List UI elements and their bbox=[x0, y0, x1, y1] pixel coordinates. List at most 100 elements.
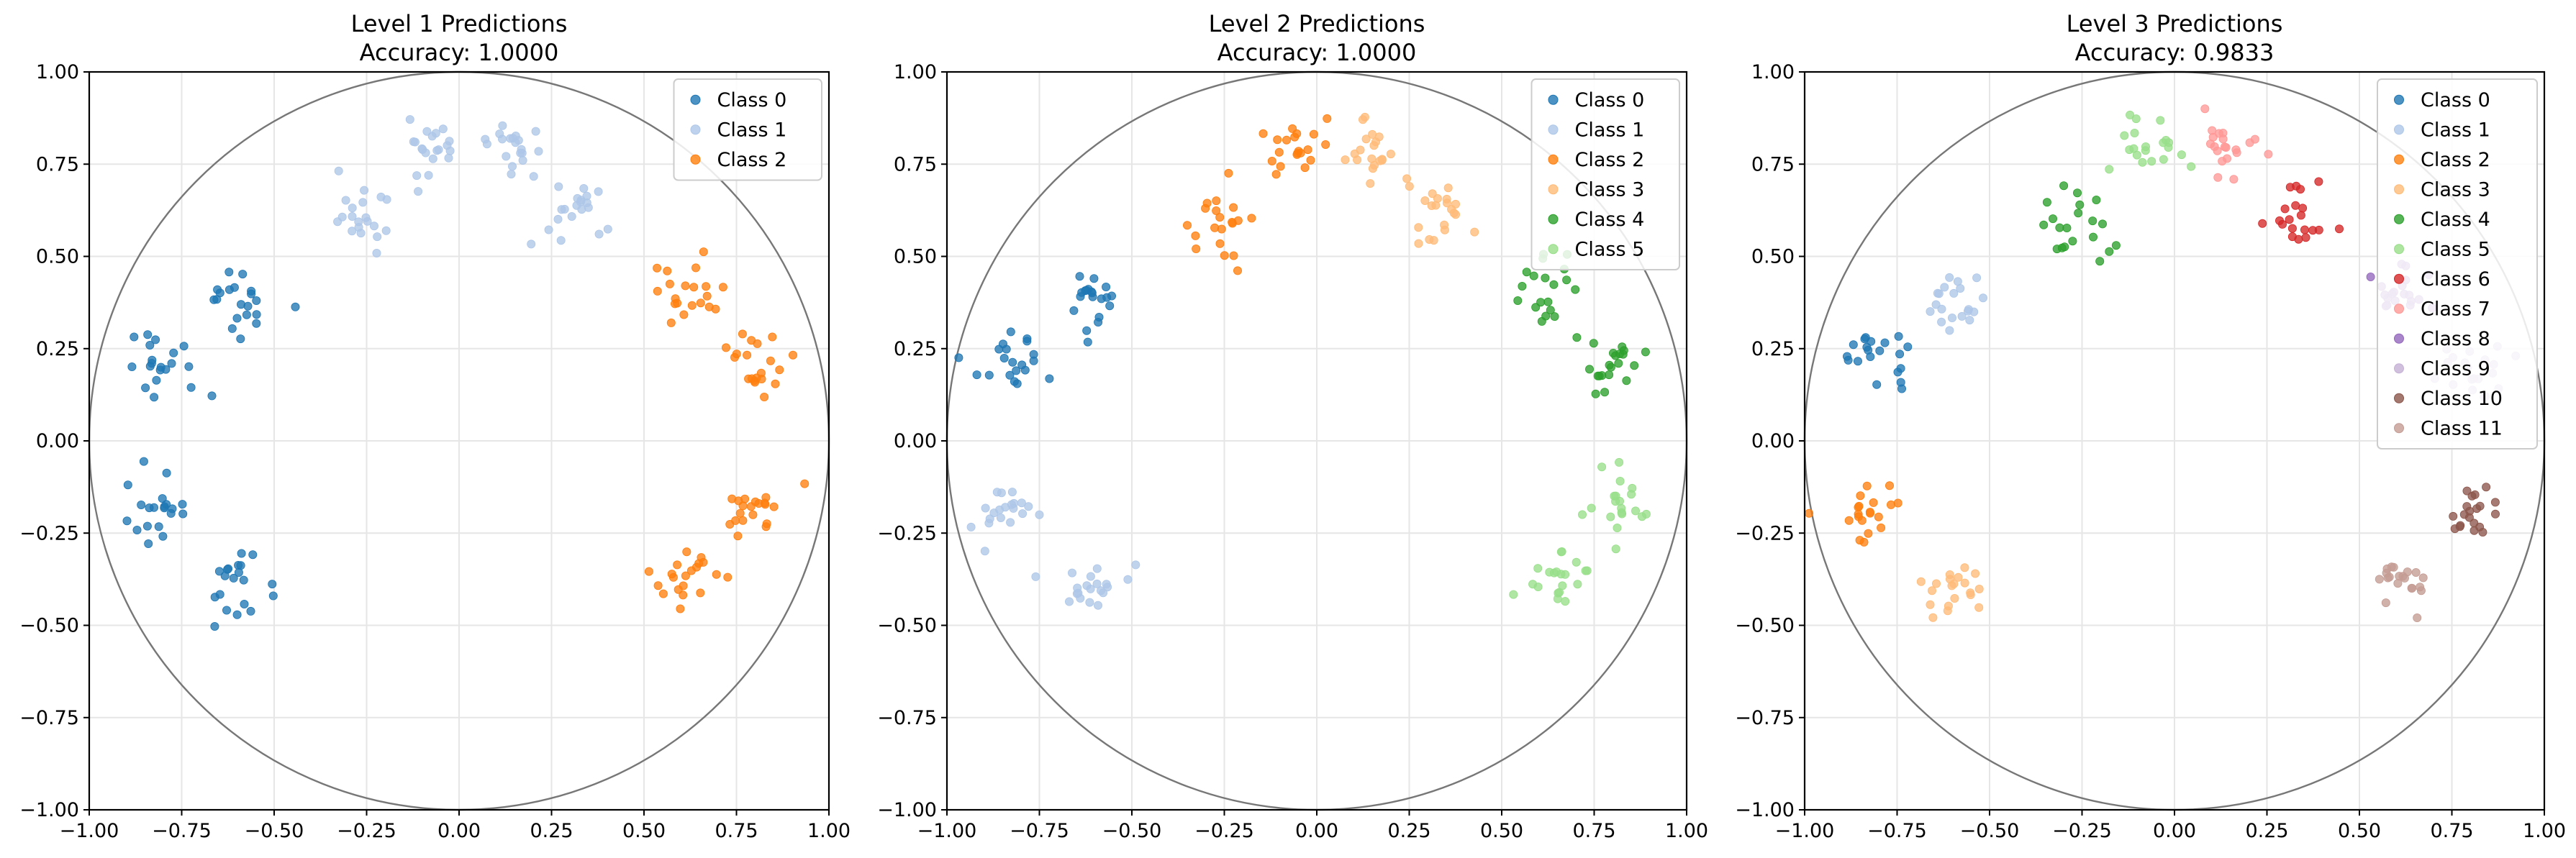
point-class-4 bbox=[1572, 333, 1582, 342]
point-class-1 bbox=[1065, 597, 1074, 606]
legend-marker bbox=[2394, 304, 2404, 314]
legend-marker bbox=[2394, 273, 2404, 284]
point-class-5 bbox=[2131, 114, 2141, 124]
point-class-11 bbox=[2400, 573, 2409, 583]
point-class-4 bbox=[1600, 388, 1610, 397]
point-class-2 bbox=[771, 379, 780, 388]
x-tick-label: 1.00 bbox=[807, 820, 851, 842]
point-class-5 bbox=[1641, 509, 1651, 519]
point-class-2 bbox=[735, 508, 745, 518]
point-class-3 bbox=[1926, 600, 1935, 609]
point-class-4 bbox=[1550, 312, 1559, 321]
point-class-0 bbox=[224, 564, 233, 573]
point-class-3 bbox=[1361, 134, 1371, 144]
point-class-4 bbox=[2072, 188, 2082, 198]
x-tick-label: 0.75 bbox=[1572, 820, 1615, 842]
point-class-0 bbox=[1903, 342, 1913, 352]
point-class-0 bbox=[1894, 332, 1903, 341]
point-class-5 bbox=[1611, 491, 1620, 501]
point-class-2 bbox=[1201, 204, 1210, 213]
legend-label: Class 2 bbox=[2421, 149, 2490, 171]
point-class-1 bbox=[360, 186, 369, 195]
point-class-4 bbox=[1513, 296, 1523, 305]
legend-marker bbox=[2394, 124, 2404, 135]
point-class-0 bbox=[291, 302, 300, 311]
point-class-2 bbox=[666, 318, 676, 327]
legend-label: Class 4 bbox=[2421, 209, 2490, 231]
point-class-2 bbox=[653, 581, 663, 590]
point-class-0 bbox=[178, 509, 188, 519]
point-class-10 bbox=[2475, 501, 2485, 511]
point-class-6 bbox=[2285, 215, 2294, 224]
chart-subtitle: Accuracy: 1.0000 bbox=[360, 39, 559, 66]
point-class-2 bbox=[738, 329, 747, 339]
point-class-7 bbox=[2200, 104, 2210, 114]
y-tick-label: 0.00 bbox=[1751, 430, 1795, 452]
point-class-4 bbox=[1641, 347, 1650, 357]
y-tick-label: 1.00 bbox=[1751, 61, 1795, 83]
point-class-6 bbox=[2280, 204, 2290, 214]
point-class-4 bbox=[1622, 376, 1631, 385]
x-tick-label: −1.00 bbox=[1775, 820, 1835, 842]
point-class-3 bbox=[1368, 164, 1377, 173]
point-class-3 bbox=[1386, 150, 1395, 159]
point-class-2 bbox=[653, 263, 662, 273]
point-class-2 bbox=[676, 604, 685, 613]
point-class-2 bbox=[760, 393, 769, 402]
point-class-1 bbox=[482, 140, 491, 149]
point-class-1 bbox=[1097, 586, 1106, 595]
point-class-2 bbox=[762, 519, 771, 529]
point-class-2 bbox=[1869, 498, 1878, 507]
point-class-1 bbox=[498, 134, 507, 144]
point-class-3 bbox=[1353, 155, 1362, 165]
point-class-2 bbox=[775, 365, 784, 375]
point-class-10 bbox=[2455, 522, 2464, 531]
point-class-1 bbox=[517, 145, 526, 154]
point-class-1 bbox=[381, 226, 391, 235]
point-class-1 bbox=[1017, 498, 1026, 508]
point-class-2 bbox=[691, 263, 701, 273]
point-class-1 bbox=[427, 132, 437, 141]
point-class-2 bbox=[1183, 221, 1192, 230]
legend-label: Class 1 bbox=[1575, 119, 1645, 141]
y-tick-label: 0.75 bbox=[1751, 153, 1795, 175]
point-class-3 bbox=[1451, 199, 1461, 209]
y-tick-label: 0.25 bbox=[1751, 338, 1795, 360]
point-class-2 bbox=[1212, 196, 1221, 206]
point-class-2 bbox=[744, 374, 753, 383]
point-class-5 bbox=[2156, 116, 2165, 125]
point-class-0 bbox=[1012, 379, 1022, 388]
x-tick-label: −0.25 bbox=[337, 820, 396, 842]
x-tick-label: 0.00 bbox=[1295, 820, 1338, 842]
y-tick-label: −0.25 bbox=[19, 522, 79, 544]
point-class-4 bbox=[2088, 232, 2097, 242]
legend-label: Class 3 bbox=[1575, 178, 1645, 201]
point-class-2 bbox=[727, 494, 737, 503]
point-class-0 bbox=[984, 370, 994, 380]
point-class-6 bbox=[2300, 225, 2309, 234]
point-class-2 bbox=[1321, 140, 1330, 149]
point-class-3 bbox=[1971, 569, 1980, 578]
point-class-2 bbox=[733, 531, 743, 541]
legend-marker bbox=[2394, 423, 2404, 434]
legend-label: Class 10 bbox=[2421, 388, 2503, 410]
point-class-4 bbox=[1571, 285, 1580, 294]
point-class-2 bbox=[1247, 214, 1256, 223]
point-class-1 bbox=[1092, 564, 1102, 573]
y-tick-label: −0.75 bbox=[19, 707, 79, 729]
point-class-1 bbox=[1123, 575, 1133, 584]
point-class-3 bbox=[1931, 579, 1941, 588]
point-class-1 bbox=[358, 198, 368, 207]
legend-marker bbox=[1548, 124, 1559, 135]
point-class-3 bbox=[1974, 585, 1984, 594]
point-class-4 bbox=[1606, 362, 1615, 372]
point-class-5 bbox=[2159, 155, 2168, 164]
point-class-1 bbox=[373, 232, 382, 242]
point-class-0 bbox=[994, 344, 1004, 354]
point-class-2 bbox=[1862, 481, 1872, 490]
point-class-0 bbox=[229, 573, 238, 583]
point-class-11 bbox=[2407, 583, 2416, 593]
legend-box bbox=[673, 78, 822, 181]
point-class-2 bbox=[694, 559, 704, 568]
